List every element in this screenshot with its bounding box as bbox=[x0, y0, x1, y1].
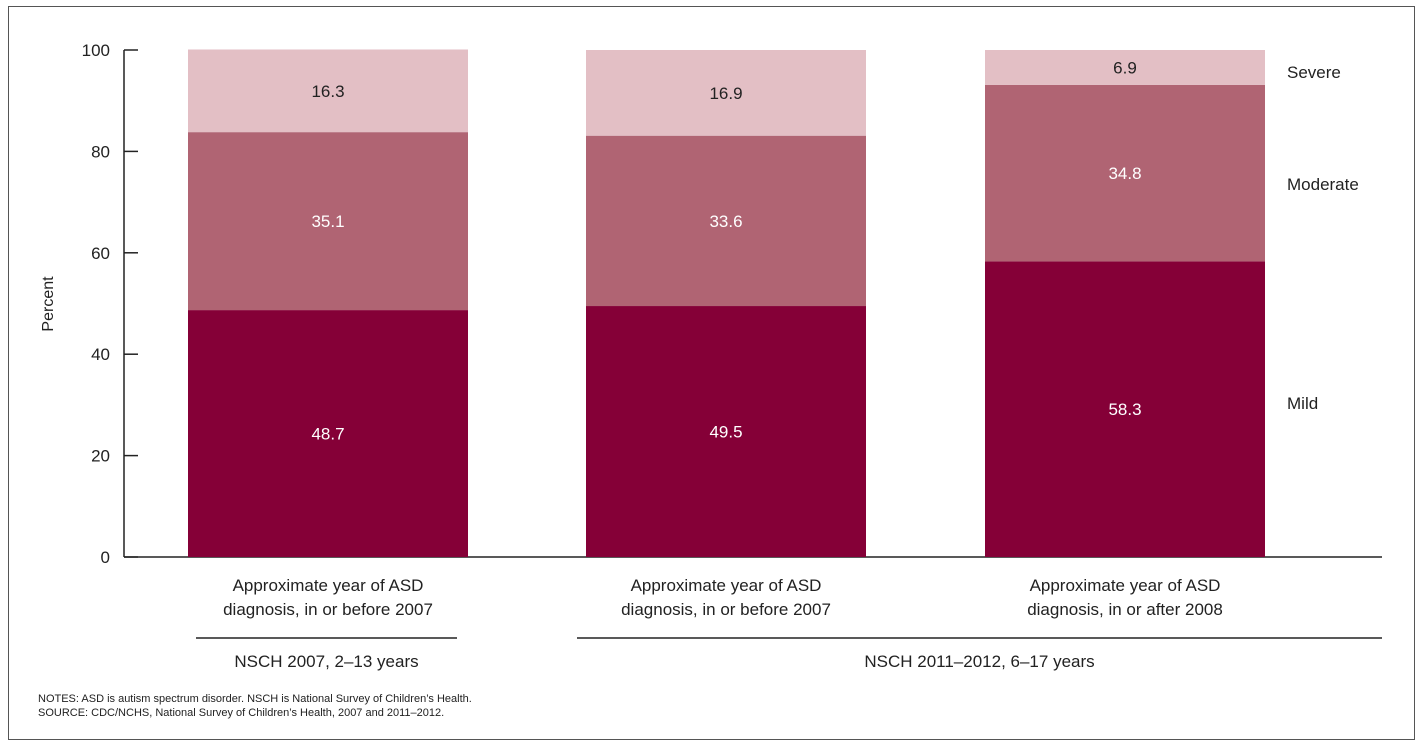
notes-line: NOTES: ASD is autism spectrum disorder. … bbox=[38, 693, 472, 705]
bar-segment-moderate bbox=[985, 84, 1265, 262]
data-label: 35.1 bbox=[311, 212, 344, 231]
bar-segment-moderate bbox=[586, 135, 866, 307]
legend-label-mild: Mild bbox=[1287, 394, 1318, 413]
bar-segment-severe bbox=[985, 50, 1265, 85]
bar-segment-mild bbox=[985, 261, 1265, 557]
legend-label-severe: Severe bbox=[1287, 63, 1341, 82]
y-tick-label: 80 bbox=[91, 142, 110, 161]
group-label: NSCH 2007, 2–13 years bbox=[234, 652, 418, 671]
category-label: diagnosis, in or before 2007 bbox=[621, 600, 831, 619]
y-tick-label: 40 bbox=[91, 345, 110, 364]
data-label: 58.3 bbox=[1108, 400, 1141, 419]
category-label: Approximate year of ASD bbox=[631, 576, 822, 595]
y-tick-label: 60 bbox=[91, 244, 110, 263]
data-label: 49.5 bbox=[709, 423, 742, 442]
data-label: 6.9 bbox=[1113, 58, 1137, 77]
bar-segment-moderate bbox=[188, 132, 468, 311]
category-label: Approximate year of ASD bbox=[1030, 576, 1221, 595]
legend-label-moderate: Moderate bbox=[1287, 175, 1359, 194]
y-tick-label: 0 bbox=[101, 548, 110, 567]
bar-segment-severe bbox=[586, 50, 866, 136]
bar-segment-mild bbox=[188, 310, 468, 557]
data-label: 48.7 bbox=[311, 425, 344, 444]
data-label: 33.6 bbox=[709, 212, 742, 231]
y-tick-label: 100 bbox=[82, 41, 110, 60]
y-tick-label: 20 bbox=[91, 447, 110, 466]
category-label: diagnosis, in or after 2008 bbox=[1027, 600, 1223, 619]
data-label: 16.3 bbox=[311, 82, 344, 101]
category-label: Approximate year of ASD bbox=[233, 576, 424, 595]
category-label: diagnosis, in or before 2007 bbox=[223, 600, 433, 619]
data-label: 34.8 bbox=[1108, 164, 1141, 183]
y-axis-label: Percent bbox=[40, 276, 57, 332]
figure-notes: NOTES: ASD is autism spectrum disorder. … bbox=[38, 692, 472, 720]
bar-segment-mild bbox=[586, 306, 866, 557]
plot-area: 0 20 40 60 80 100 48.7 35.1 16.3 Approximate year… bbox=[82, 41, 1382, 671]
data-label: 16.9 bbox=[709, 84, 742, 103]
stacked-bar-chart: Percent 0 20 40 60 80 100 48.7 35.1 16.3 Approxim… bbox=[40, 41, 1382, 671]
source-line: SOURCE: CDC/NCHS, National Survey of Chi… bbox=[38, 707, 445, 719]
bar-segment-severe bbox=[188, 49, 468, 133]
group-label: NSCH 2011–2012, 6–17 years bbox=[864, 652, 1094, 671]
